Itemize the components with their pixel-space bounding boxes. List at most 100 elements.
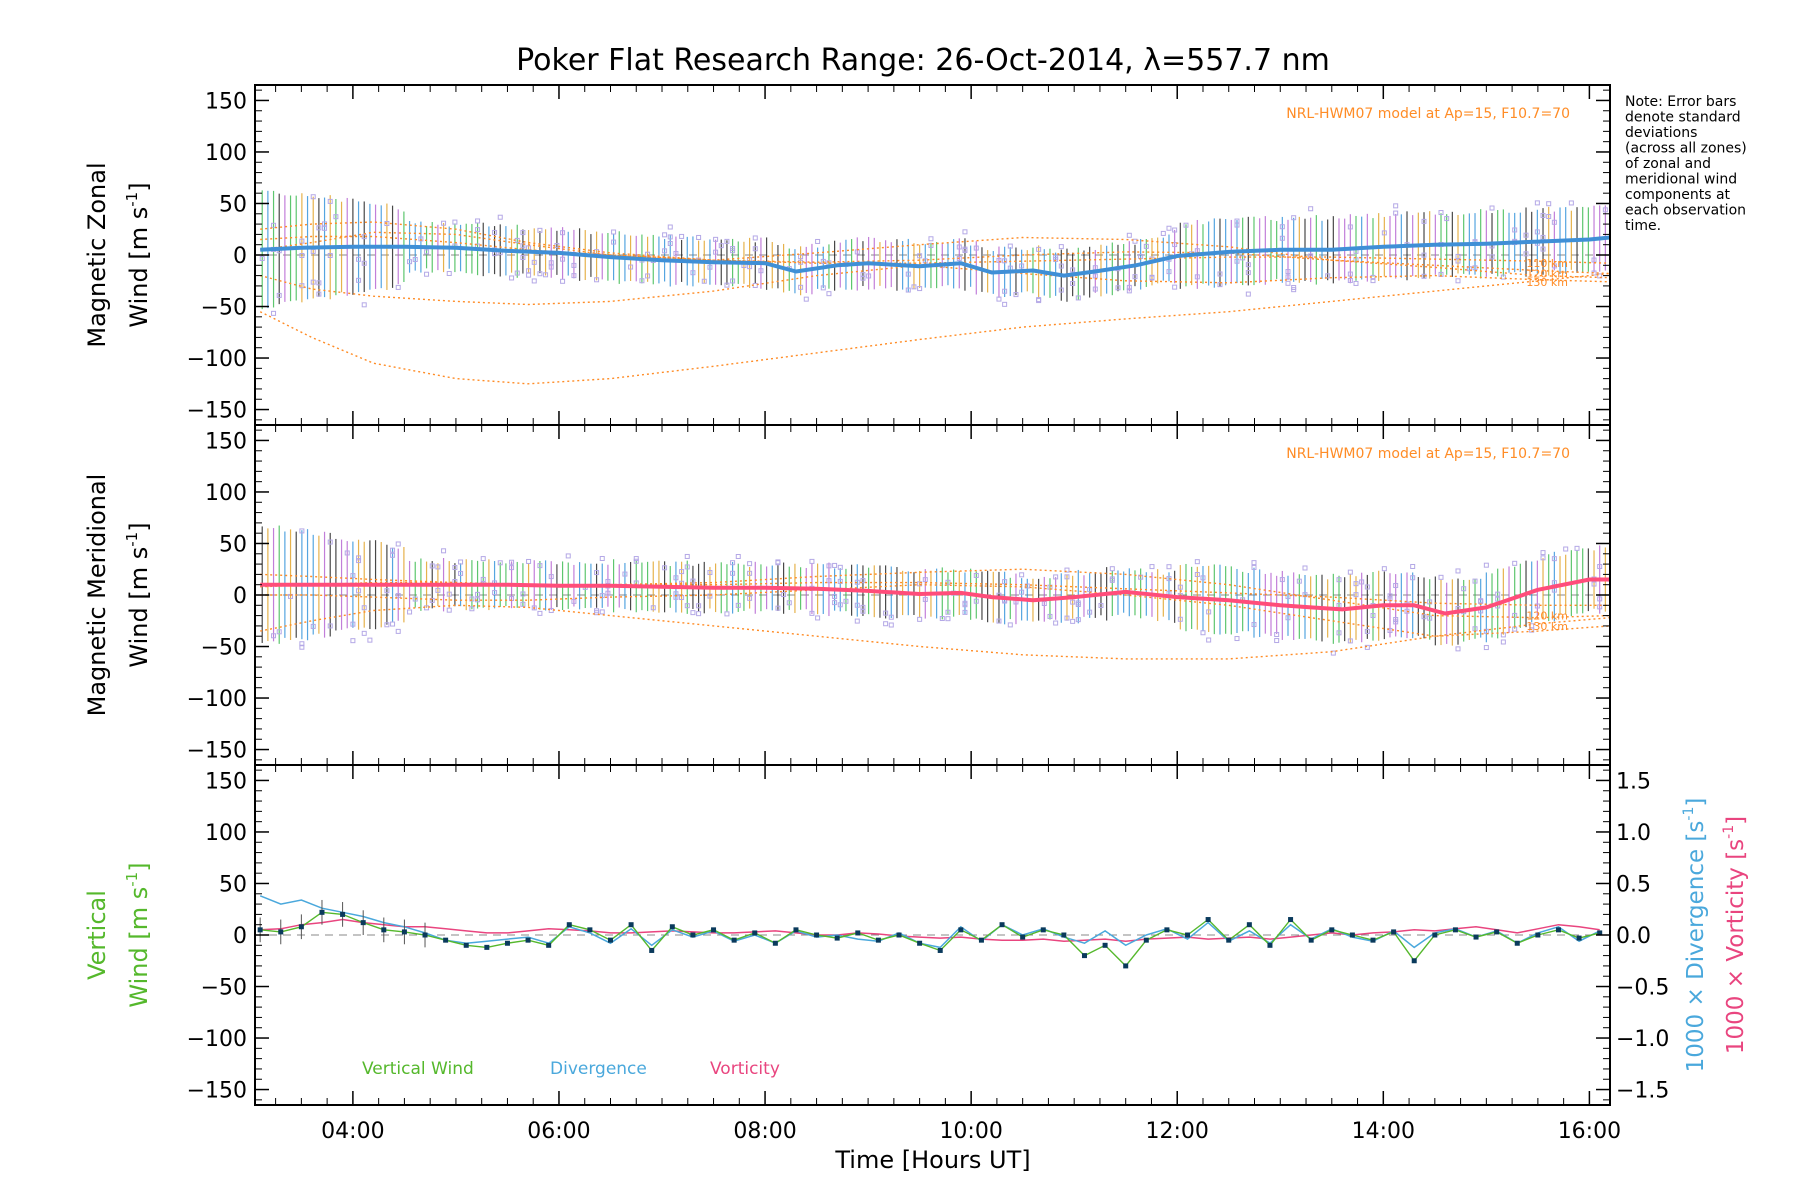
- meridional-scatter-point: [1563, 546, 1569, 552]
- vertical-wind-point: [566, 922, 572, 928]
- meridional-scatter-point: [1149, 564, 1155, 570]
- zonal-scatter-point: [803, 296, 809, 302]
- meridional-scatter-point: [854, 602, 860, 608]
- zonal-scatter-point: [1347, 271, 1353, 277]
- meridional-scatter-point: [1381, 566, 1387, 572]
- meridional-scatter-point: [747, 561, 753, 567]
- meridional-scatter-point: [922, 596, 928, 602]
- note-line: components at: [1625, 187, 1731, 203]
- zonal-scatter-point: [798, 254, 804, 260]
- zonal-scatter-point: [962, 247, 968, 253]
- meridional-scatter-point: [1512, 612, 1518, 618]
- vertical-wind-point: [1597, 930, 1603, 936]
- vertical-wind-point: [525, 937, 531, 943]
- zonal-scatter-point: [679, 233, 685, 239]
- zonal-scatter-point: [1551, 219, 1557, 225]
- meridional-scatter-point: [888, 614, 894, 620]
- x-tick-label: 14:00: [1352, 1119, 1415, 1144]
- zonal-scatter-point: [1126, 284, 1132, 290]
- y2-tick-label: 0.0: [1616, 924, 1651, 949]
- meridional-scatter-point: [1070, 599, 1076, 605]
- vertical-wind-point: [793, 927, 799, 933]
- meridional-scatter-point: [1364, 644, 1370, 650]
- vertical-wind-point: [340, 911, 346, 917]
- meridional-y-tick-label: 150: [205, 429, 247, 454]
- meridional-scatter-point: [469, 606, 475, 612]
- vertical-wind-point: [1535, 932, 1541, 938]
- vertical-wind-point: [1452, 927, 1458, 933]
- zonal-scatter-point: [820, 258, 826, 264]
- zonal-scatter-point: [333, 214, 339, 220]
- meridional-scatter-point: [696, 611, 702, 617]
- vertical-wind-point: [690, 932, 696, 938]
- meridional-scatter-point: [1041, 600, 1047, 606]
- zonal-scatter-point: [611, 239, 617, 245]
- vertical-wind-point: [1370, 937, 1376, 943]
- vertical-wind-point: [937, 947, 943, 953]
- zonal-scatter-point: [752, 246, 758, 252]
- zonal-scatter-point: [531, 278, 537, 284]
- vertical-wind-point: [896, 932, 902, 938]
- vertical-wind-point: [628, 922, 634, 928]
- meridional-scatter-point: [475, 591, 481, 597]
- vertical-wind-point: [1432, 932, 1438, 938]
- zonal-scatter-point: [1007, 243, 1013, 249]
- vertical-wind-point: [1102, 942, 1108, 948]
- zonal-scatter-point: [327, 252, 333, 258]
- vertical-wind-point: [1391, 929, 1397, 935]
- meridional-model-curve-label: 130 km: [1526, 620, 1568, 633]
- meridional-scatter-point: [707, 593, 713, 599]
- meridional-scatter-point: [429, 563, 435, 569]
- meridional-scatter-point: [1109, 566, 1115, 572]
- meridional-scatter-point: [883, 610, 889, 616]
- y2-tick-label: −1.0: [1616, 1027, 1669, 1052]
- meridional-scatter-point: [565, 553, 571, 559]
- meridional-scatter-point: [361, 605, 367, 611]
- zonal-scatter-point: [1070, 267, 1076, 273]
- meridional-scatter-point: [344, 550, 350, 556]
- zonal-scatter-point: [1512, 227, 1518, 233]
- zonal-scatter-point: [1597, 273, 1603, 279]
- meridional-scatter-point: [1002, 579, 1008, 585]
- zonal-scatter-point: [758, 268, 764, 274]
- meridional-scatter-point: [1296, 578, 1302, 584]
- meridional-scatter-point: [1098, 603, 1104, 609]
- meridional-scatter-point: [622, 571, 628, 577]
- vertical-wind-point: [401, 929, 407, 935]
- vertical-y-tick-label: −150: [187, 1079, 247, 1104]
- vertical-wind-point: [978, 937, 984, 943]
- panel-vertical-clipped: [255, 895, 1610, 969]
- meridional-scatter-point: [1194, 572, 1200, 578]
- zonal-scatter-point: [1132, 274, 1138, 280]
- zonal-scatter-point: [560, 278, 566, 284]
- vertical-wind-point: [422, 932, 428, 938]
- zonal-scatter-point: [412, 257, 418, 263]
- zonal-y-tick-label: −100: [187, 347, 247, 372]
- meridional-scatter-point: [407, 609, 413, 615]
- meridional-scatter-point: [815, 615, 821, 621]
- zonal-scatter-point: [1381, 230, 1387, 236]
- meridional-scatter-point: [412, 596, 418, 602]
- meridional-scatter-point: [356, 588, 362, 594]
- zonal-scatter-point: [1591, 257, 1597, 263]
- meridional-scatter-point: [1512, 560, 1518, 566]
- zonal-scatter-point: [1291, 215, 1297, 221]
- zonal-y-tick-label: 50: [219, 192, 247, 217]
- meridional-scatter-point: [390, 547, 396, 553]
- meridional-scatter-point: [446, 591, 452, 597]
- zonal-scatter-point: [1455, 278, 1461, 284]
- zonal-scatter-point: [299, 238, 305, 244]
- vertical-wind-point: [999, 922, 1005, 928]
- zonal-scatter-point: [1455, 258, 1461, 264]
- meridional-scatter-point: [571, 598, 577, 604]
- zonal-scatter-point: [1019, 263, 1025, 269]
- meridional-scatter-point: [469, 596, 475, 602]
- meridional-scatter-point: [1109, 576, 1115, 582]
- zonal-scatter-point: [1438, 210, 1444, 216]
- meridional-scatter-point: [1251, 622, 1257, 628]
- zonal-scatter-point: [361, 260, 367, 266]
- meridional-scatter-point: [390, 552, 396, 558]
- zonal-scatter-point: [316, 291, 322, 297]
- zonal-scatter-point: [667, 241, 673, 247]
